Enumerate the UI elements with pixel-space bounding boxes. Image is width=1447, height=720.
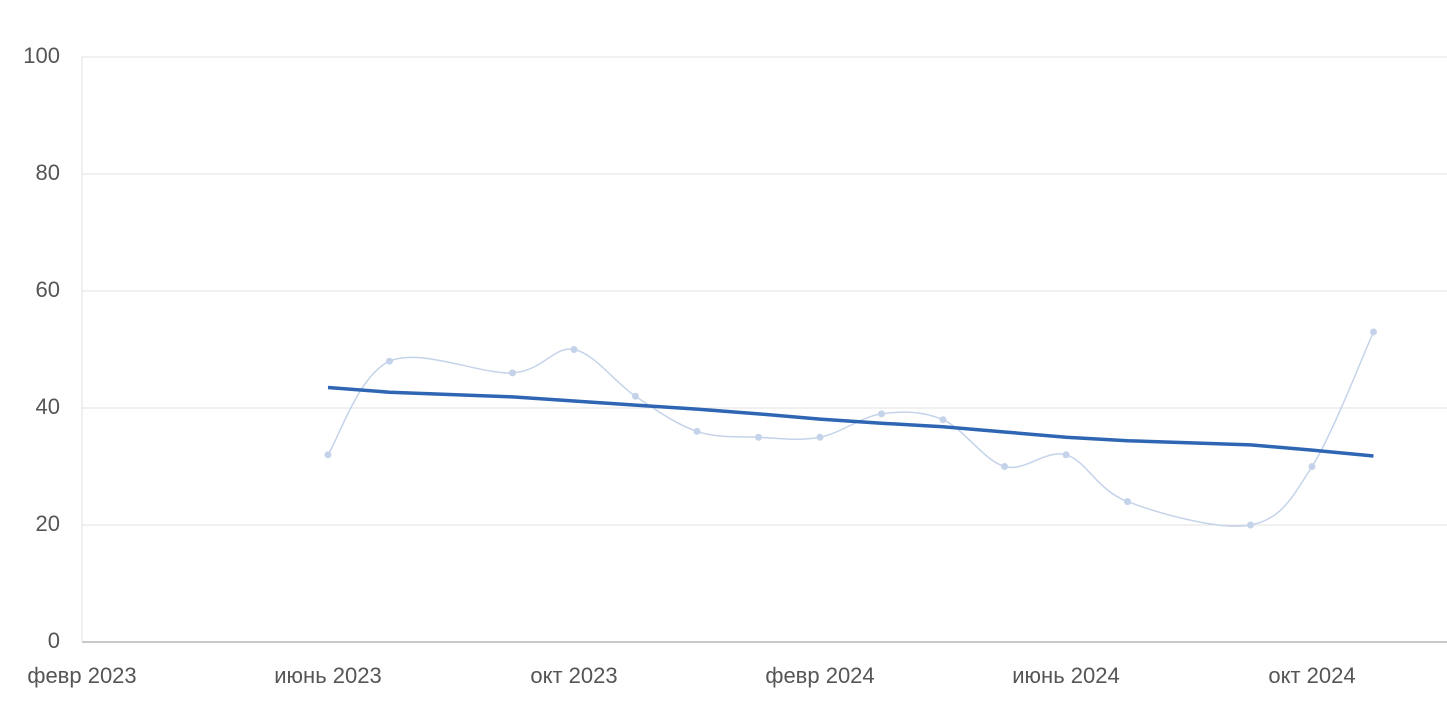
x-tick-label: июнь 2024: [1012, 663, 1119, 688]
data-point: [324, 451, 332, 459]
y-tick-label: 0: [48, 628, 60, 653]
x-tick-label: июнь 2023: [274, 663, 381, 688]
data-point: [1062, 451, 1070, 459]
trend-line: [327, 385, 1374, 458]
y-tick-label: 20: [36, 511, 60, 536]
data-point: [632, 392, 639, 400]
y-tick-label: 80: [36, 160, 60, 185]
data-point: [1370, 328, 1377, 336]
x-tick-label: февр 2023: [27, 663, 136, 688]
data-point: [816, 433, 824, 441]
data-point: [755, 433, 762, 441]
y-tick-label: 100: [23, 43, 60, 68]
data-point: [570, 346, 578, 353]
x-tick-label: окт 2024: [1268, 663, 1355, 688]
x-tick-label: февр 2024: [765, 663, 874, 688]
data-point: [878, 410, 885, 418]
data-point: [1124, 498, 1131, 506]
data-point: [939, 416, 947, 424]
data-point: [1247, 521, 1254, 529]
data-point: [1308, 463, 1316, 470]
data-point: [693, 427, 701, 435]
y-tick-label: 40: [36, 394, 60, 419]
data-line: [327, 331, 1375, 527]
x-tick-label: окт 2023: [530, 663, 617, 688]
data-point: [386, 357, 393, 365]
data-point: [509, 369, 516, 377]
y-tick-label: 60: [36, 277, 60, 302]
data-point: [1001, 463, 1008, 470]
